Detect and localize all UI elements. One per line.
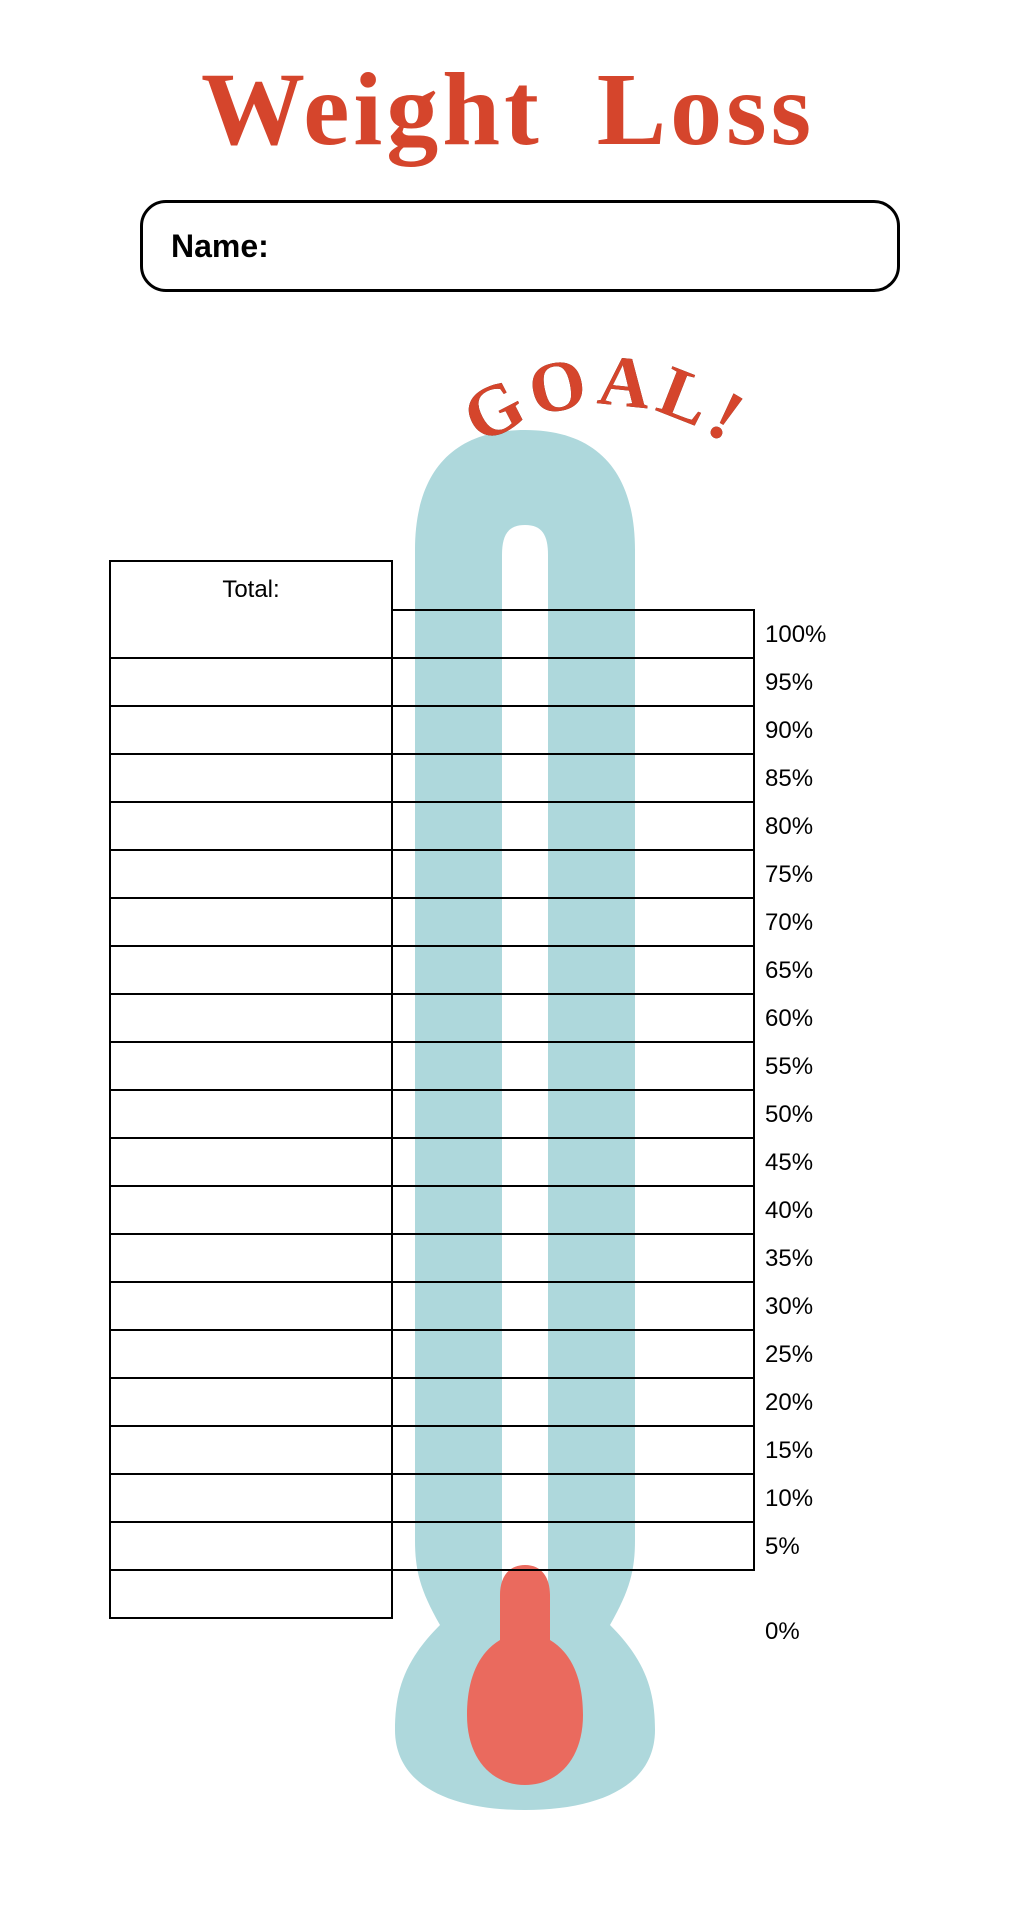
svg-text:GOAL!: GOAL! — [450, 355, 762, 460]
percent-label: 20% — [765, 1379, 813, 1427]
percent-row: 35% — [393, 1235, 755, 1283]
table-row[interactable] — [111, 1427, 391, 1475]
table-row[interactable] — [111, 1235, 391, 1283]
goal-label: GOAL! GOAL! — [420, 355, 790, 495]
percent-label: 55% — [765, 1043, 813, 1091]
percent-row: 10% — [393, 1475, 755, 1523]
table-row[interactable] — [111, 1091, 391, 1139]
table-row[interactable] — [111, 803, 391, 851]
table-row[interactable] — [111, 947, 391, 995]
thermometer-mercury — [467, 1565, 583, 1785]
percent-label: 35% — [765, 1235, 813, 1283]
page: Weight Loss Name: GOAL! GOAL! — [0, 0, 1016, 1920]
name-input-box[interactable]: Name: — [140, 200, 900, 292]
percent-label: 80% — [765, 803, 813, 851]
percent-row: 50% — [393, 1091, 755, 1139]
total-column: Total: — [109, 560, 393, 1619]
percent-label: 60% — [765, 995, 813, 1043]
table-row[interactable] — [111, 755, 391, 803]
table-row[interactable] — [111, 1523, 391, 1571]
percent-row: 90% — [393, 707, 755, 755]
table-row[interactable] — [111, 1331, 391, 1379]
table-row[interactable] — [111, 1139, 391, 1187]
total-header: Total: — [111, 562, 391, 659]
percent-row: 95% — [393, 659, 755, 707]
percent-row: 20% — [393, 1379, 755, 1427]
percent-label: 75% — [765, 851, 813, 899]
percent-label: 15% — [765, 1427, 813, 1475]
percent-row: 60% — [393, 995, 755, 1043]
percent-row: 75% — [393, 851, 755, 899]
percent-label-zero: 0% — [765, 1618, 800, 1646]
percent-label: 70% — [765, 899, 813, 947]
table-row[interactable] — [111, 851, 391, 899]
table-row[interactable] — [111, 1475, 391, 1523]
table-row[interactable] — [111, 659, 391, 707]
percent-label: 90% — [765, 707, 813, 755]
table-row[interactable] — [111, 1571, 391, 1619]
percent-row: 85% — [393, 755, 755, 803]
percent-row: 45% — [393, 1139, 755, 1187]
table-row[interactable] — [111, 1379, 391, 1427]
svg-text:GOAL!: GOAL! — [450, 355, 762, 460]
percent-row: 70% — [393, 899, 755, 947]
page-title: Weight Loss — [0, 50, 1016, 169]
percent-label: 25% — [765, 1331, 813, 1379]
percent-label: 40% — [765, 1187, 813, 1235]
percent-label: 95% — [765, 659, 813, 707]
percent-row: 30% — [393, 1283, 755, 1331]
table-row[interactable] — [111, 707, 391, 755]
percent-row: 15% — [393, 1427, 755, 1475]
percent-row: 80% — [393, 803, 755, 851]
table-row[interactable] — [111, 1043, 391, 1091]
table-row[interactable] — [111, 1283, 391, 1331]
percent-row: 5% — [393, 1523, 755, 1571]
percent-label: 65% — [765, 947, 813, 995]
percent-row: 100% — [393, 611, 755, 659]
percent-row: 25% — [393, 1331, 755, 1379]
name-label: Name: — [171, 228, 269, 265]
percent-column: 100%95%90%85%80%75%70%65%60%55%50%45%40%… — [393, 609, 755, 1571]
percent-label: 50% — [765, 1091, 813, 1139]
percent-label: 100% — [765, 611, 826, 659]
percent-label: 30% — [765, 1283, 813, 1331]
table-row[interactable] — [111, 1187, 391, 1235]
percent-row: 40% — [393, 1187, 755, 1235]
percent-row: 55% — [393, 1043, 755, 1091]
percent-label: 85% — [765, 755, 813, 803]
percent-label: 5% — [765, 1523, 800, 1571]
table-row[interactable] — [111, 995, 391, 1043]
percent-label: 45% — [765, 1139, 813, 1187]
percent-label: 10% — [765, 1475, 813, 1523]
table-row[interactable] — [111, 899, 391, 947]
percent-row: 65% — [393, 947, 755, 995]
